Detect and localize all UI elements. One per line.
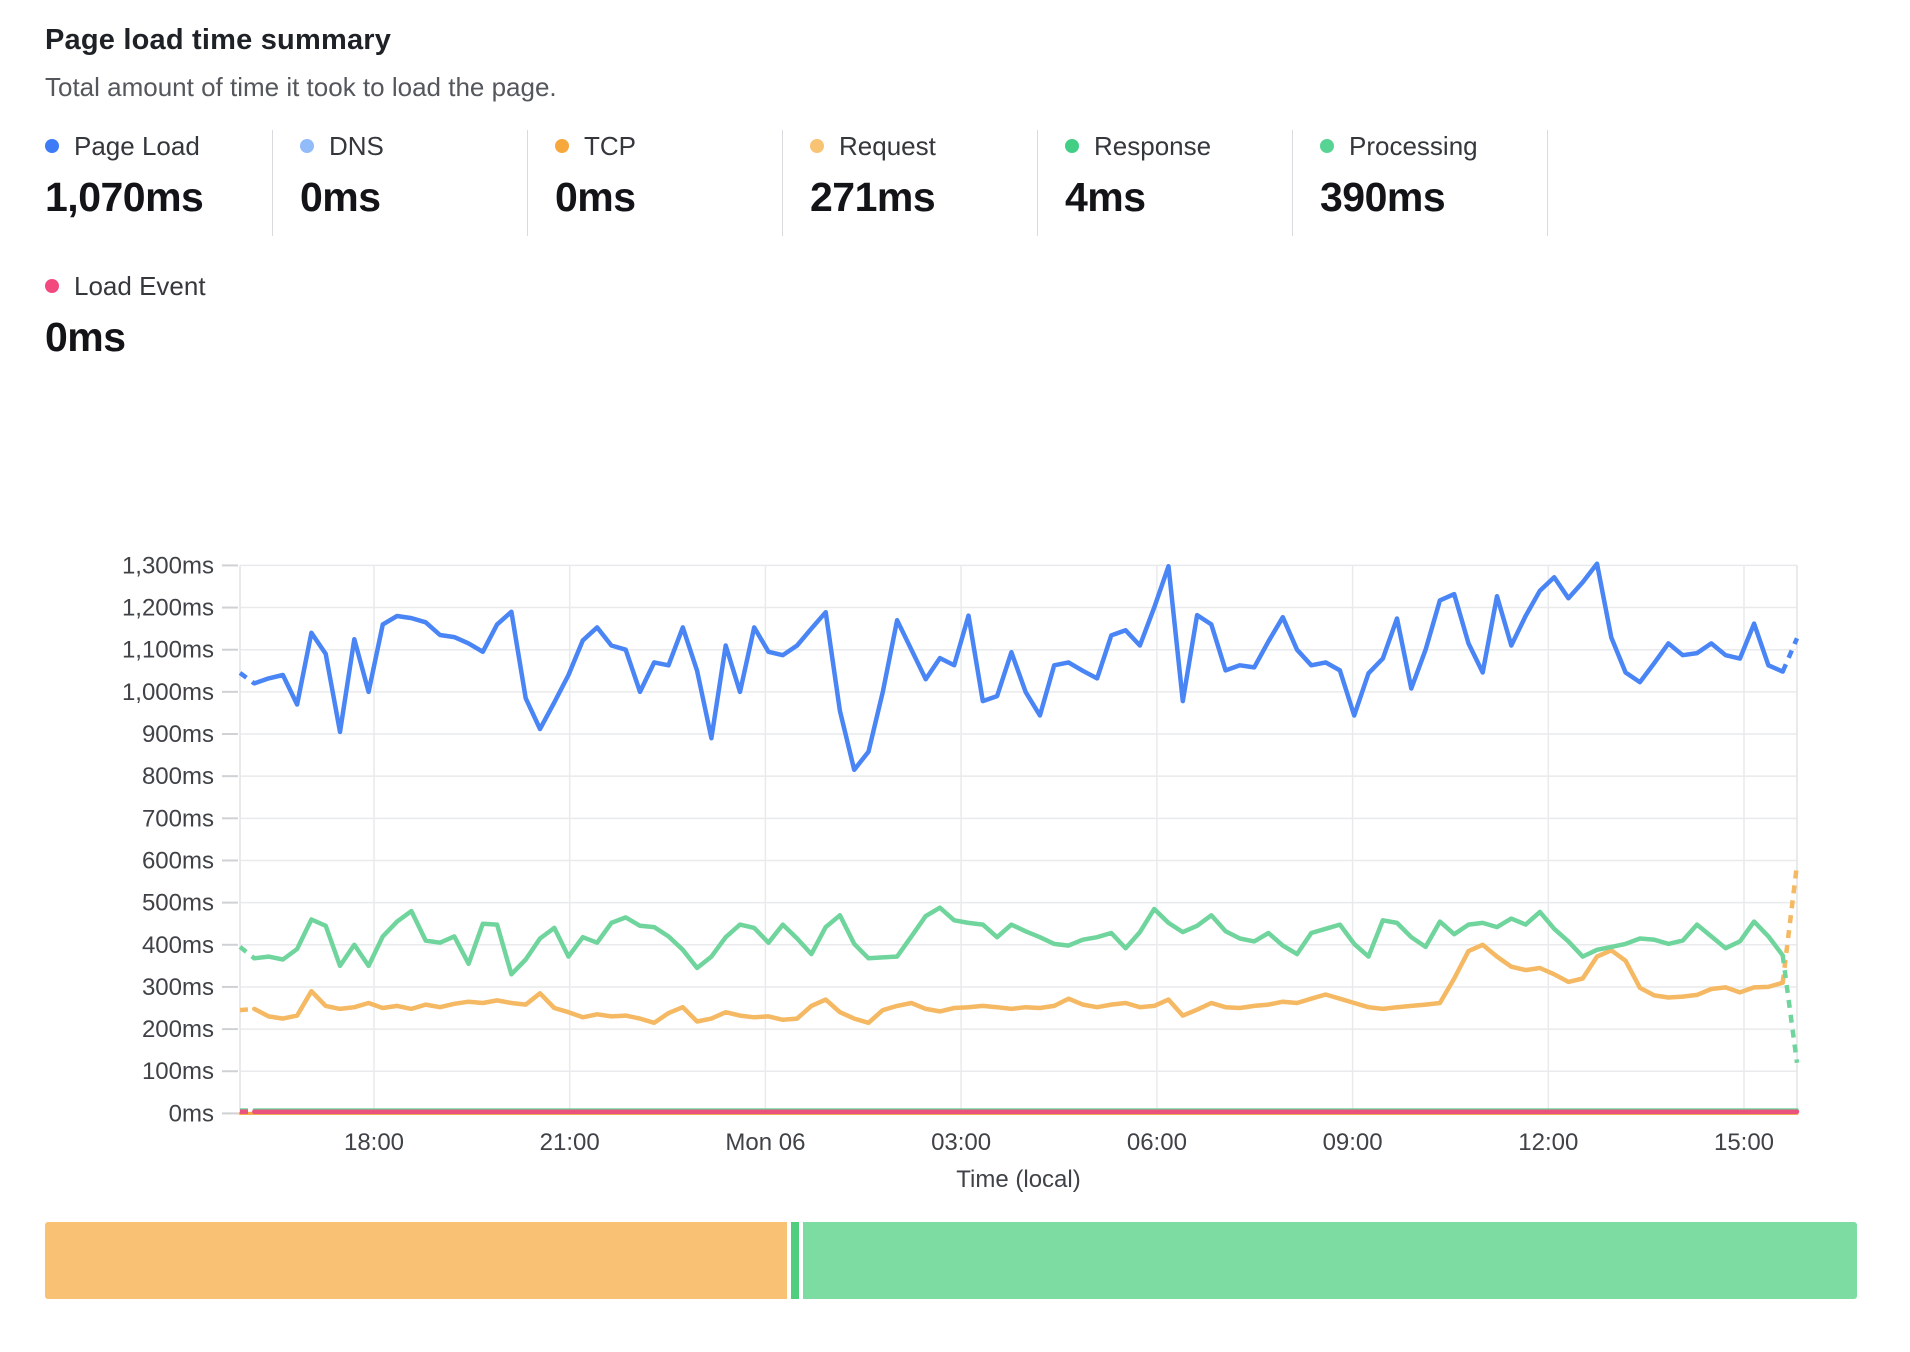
legend-divider [272, 130, 273, 236]
status-segment-degraded-period[interactable] [45, 1222, 787, 1299]
series-processing-tail-dash [1780, 955, 1800, 1064]
series-color-dot-icon [1320, 139, 1334, 153]
legend-item-value: 0ms [45, 314, 126, 360]
legend-item-head: Load Event [45, 268, 300, 304]
x-axis-title: Time (local) [956, 1166, 1080, 1193]
x-axis-tick-label: Mon 06 [725, 1129, 805, 1156]
legend-item-label: TCP [584, 130, 636, 161]
page-title: Page load time summary [45, 24, 392, 56]
series-color-dot-icon [1065, 139, 1079, 153]
legend-divider [782, 130, 783, 236]
series-color-dot-icon [810, 139, 824, 153]
legend-divider [527, 130, 528, 236]
x-axis-tick-label: 12:00 [1518, 1129, 1578, 1156]
x-axis-tick-label: 21:00 [540, 1129, 600, 1156]
series-processing-line [252, 905, 1785, 977]
y-axis-tick-label: 1,300ms [122, 552, 214, 579]
legend-item-label: Request [839, 130, 936, 161]
y-axis-tick-label: 900ms [142, 721, 214, 748]
legend-divider [1292, 130, 1293, 236]
series-page-load-line [252, 561, 1785, 773]
x-axis-tick-label: 09:00 [1323, 1129, 1383, 1156]
y-axis-tick-label: 200ms [142, 1016, 214, 1043]
series-color-dot-icon [45, 139, 59, 153]
legend-item-page-load[interactable]: Page Load 1,070ms [45, 128, 300, 236]
y-axis-tick-label: 500ms [142, 890, 214, 917]
x-axis-tick-label: 06:00 [1127, 1129, 1187, 1156]
legend-item-processing[interactable]: Processing 390ms [1320, 128, 1575, 236]
legend-item-head: DNS [300, 128, 555, 164]
series-page-load-lead-dash [238, 671, 256, 686]
series-request-line [252, 942, 1785, 1026]
series-page-load-tail-dash [1780, 637, 1800, 673]
status-segment-passing-marker[interactable] [791, 1222, 799, 1299]
y-axis-tick-label: 300ms [142, 974, 214, 1001]
legend-item-head: TCP [555, 128, 810, 164]
status-timeline-bar [45, 1222, 1857, 1299]
y-axis-tick-label: 700ms [142, 805, 214, 832]
series-request-tail-dash [1780, 864, 1800, 983]
legend-item-value: 0ms [300, 174, 381, 220]
y-axis-tick-label: 100ms [142, 1058, 214, 1085]
legend-item-label: Response [1094, 130, 1212, 161]
legend-item-value: 4ms [1065, 174, 1146, 220]
legend-row: Page Load 1,070ms DNS 0ms TCP 0ms Request 271ms… [45, 128, 1575, 236]
legend-item-response[interactable]: Response 4ms [1065, 128, 1320, 236]
x-axis-tick-label: 15:00 [1714, 1129, 1774, 1156]
legend-item-head: Page Load [45, 128, 300, 164]
series-color-dot-icon [555, 139, 569, 153]
legend-item-label: DNS [329, 130, 384, 161]
legend-row-secondary: Load Event 0ms [45, 268, 300, 361]
legend-item-head: Request [810, 128, 1065, 164]
legend-item-load-event[interactable]: Load Event 0ms [45, 268, 300, 361]
x-axis-tick-label: 03:00 [931, 1129, 991, 1156]
y-axis-tick-label: 1,200ms [122, 595, 214, 622]
legend-item-dns[interactable]: DNS 0ms [300, 128, 555, 236]
page-subtitle: Total amount of time it took to load the… [45, 72, 557, 102]
legend-item-label: Page Load [74, 130, 200, 161]
legend-item-head: Response [1065, 128, 1320, 164]
y-axis-tick-label: 400ms [142, 932, 214, 959]
series-processing-lead-dash [238, 945, 256, 961]
y-axis-tick-label: 0ms [169, 1100, 214, 1127]
status-segment-passing-period[interactable] [803, 1222, 1857, 1299]
y-axis-tick-label: 800ms [142, 763, 214, 790]
y-axis-tick-label: 600ms [142, 847, 214, 874]
legend-item-value: 271ms [810, 174, 936, 220]
x-axis-tick-label: 18:00 [344, 1129, 404, 1156]
legend-item-label: Processing [1349, 130, 1478, 161]
legend-divider [1547, 130, 1548, 236]
legend-item-request[interactable]: Request 271ms [810, 128, 1065, 236]
legend-divider [1037, 130, 1038, 236]
series-color-dot-icon [45, 279, 59, 293]
legend-item-value: 0ms [555, 174, 636, 220]
legend-item-head: Processing [1320, 128, 1575, 164]
legend-item-value: 1,070ms [45, 174, 204, 220]
legend-item-label: Load Event [74, 270, 206, 301]
series-color-dot-icon [300, 139, 314, 153]
legend-item-value: 390ms [1320, 174, 1446, 220]
y-axis-tick-label: 1,000ms [122, 679, 214, 706]
legend-item-tcp[interactable]: TCP 0ms [555, 128, 810, 236]
y-axis-tick-label: 1,100ms [122, 637, 214, 664]
series-request-lead-dash [239, 1006, 255, 1013]
